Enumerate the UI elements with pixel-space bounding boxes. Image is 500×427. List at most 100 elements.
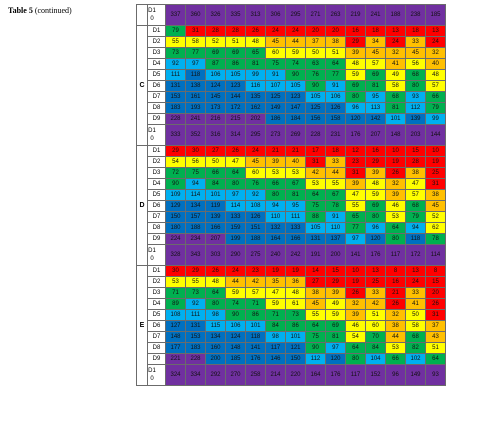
row-label: D6 bbox=[147, 320, 166, 332]
value-cell: 20 bbox=[305, 25, 326, 37]
value-cell: 14 bbox=[305, 265, 326, 277]
value-cell: 24 bbox=[265, 25, 286, 37]
value-cell: 96 bbox=[365, 222, 386, 234]
value-cell: 176 bbox=[245, 353, 266, 365]
value-cell: 107 bbox=[265, 80, 286, 92]
value-cell: 39 bbox=[345, 309, 366, 321]
value-cell: 97 bbox=[325, 342, 346, 354]
value-cell: 90 bbox=[165, 178, 186, 190]
value-cell: 53 bbox=[305, 178, 326, 190]
value-cell: 64 bbox=[305, 320, 326, 332]
value-cell: 65 bbox=[245, 47, 266, 59]
value-cell: 337 bbox=[165, 4, 186, 26]
value-cell: 39 bbox=[365, 167, 386, 179]
value-cell: 79 bbox=[405, 211, 426, 223]
value-cell: 92 bbox=[165, 58, 186, 70]
table-row: D3 72 75 66 64 60 53 53 42 44 31 39 26 38 25 bbox=[137, 167, 446, 179]
row-label: D2 bbox=[147, 276, 166, 288]
value-cell: 71 bbox=[245, 298, 266, 310]
table-row: D10 324 334 292 270 258 214 220 164 176 117 152 96 14… bbox=[137, 364, 446, 386]
value-cell: 106 bbox=[205, 69, 226, 81]
value-cell: 306 bbox=[265, 4, 286, 26]
value-cell: 156 bbox=[305, 113, 326, 125]
value-cell: 207 bbox=[205, 233, 226, 245]
value-cell: 164 bbox=[305, 364, 326, 386]
value-cell: 188 bbox=[245, 233, 266, 245]
table-row: D6 127 131 115 106 101 84 86 64 69 46 60 38 58 37 bbox=[137, 320, 446, 332]
value-cell: 228 bbox=[305, 124, 326, 146]
row-label-text: D3 bbox=[152, 290, 161, 296]
value-cell: 273 bbox=[265, 124, 286, 146]
table-row: D7 150 157 139 133 126 110 111 88 91 65 80 53 79 52 bbox=[137, 211, 446, 223]
value-cell: 63 bbox=[305, 58, 326, 70]
value-cell: 124 bbox=[205, 80, 226, 92]
value-cell: 48 bbox=[285, 287, 306, 299]
value-cell: 241 bbox=[185, 113, 206, 125]
value-cell: 30 bbox=[165, 265, 186, 277]
value-cell: 54 bbox=[345, 331, 366, 343]
value-cell: 126 bbox=[325, 102, 346, 114]
value-cell: 78 bbox=[325, 200, 346, 212]
value-cell: 33 bbox=[405, 36, 426, 48]
value-cell: 56 bbox=[185, 156, 206, 168]
value-cell: 200 bbox=[205, 353, 226, 365]
value-cell: 24 bbox=[425, 36, 446, 48]
value-cell: 94 bbox=[185, 178, 206, 190]
value-cell: 50 bbox=[405, 309, 426, 321]
value-cell: 80 bbox=[225, 178, 246, 190]
value-cell: 111 bbox=[185, 309, 206, 321]
value-cell: 97 bbox=[225, 189, 246, 201]
value-cell: 29 bbox=[345, 36, 366, 48]
value-cell: 114 bbox=[425, 244, 446, 266]
value-cell: 12 bbox=[345, 145, 366, 157]
value-cell: 93 bbox=[425, 364, 446, 386]
value-cell: 21 bbox=[265, 145, 286, 157]
value-cell: 79 bbox=[425, 102, 446, 114]
value-cell: 116 bbox=[245, 80, 266, 92]
value-cell: 263 bbox=[325, 4, 346, 26]
section-label bbox=[136, 4, 148, 26]
value-cell: 84 bbox=[205, 178, 226, 190]
row-label: D4 bbox=[147, 58, 166, 70]
value-cell: 30 bbox=[185, 145, 206, 157]
row-label-text: D6 bbox=[152, 323, 161, 329]
value-cell: 172 bbox=[405, 244, 426, 266]
value-cell: 64 bbox=[345, 342, 366, 354]
value-cell: 66 bbox=[205, 167, 226, 179]
value-cell: 94 bbox=[265, 200, 286, 212]
table-row: D9 221 228 200 185 176 146 150 112 120 80 104 66 102 6… bbox=[137, 353, 446, 365]
value-cell: 360 bbox=[185, 4, 206, 26]
value-cell: 295 bbox=[285, 4, 306, 26]
value-cell: 93 bbox=[405, 91, 426, 103]
row-label-text: D3 bbox=[152, 170, 161, 176]
value-cell: 13 bbox=[385, 25, 406, 37]
value-cell: 25 bbox=[365, 276, 386, 288]
value-cell: 110 bbox=[325, 222, 346, 234]
row-label-text: D9 bbox=[152, 356, 161, 362]
value-cell: 86 bbox=[285, 320, 306, 332]
value-cell: 57 bbox=[425, 80, 446, 92]
value-cell: 147 bbox=[285, 102, 306, 114]
value-cell: 41 bbox=[405, 298, 426, 310]
row-label-text: D2 bbox=[152, 159, 161, 165]
value-cell: 24 bbox=[225, 265, 246, 277]
value-cell: 224 bbox=[165, 233, 186, 245]
value-cell: 149 bbox=[405, 364, 426, 386]
row-label-text: D8 bbox=[152, 105, 161, 111]
value-cell: 220 bbox=[285, 364, 306, 386]
value-cell: 216 bbox=[205, 113, 226, 125]
row-label: D9 bbox=[147, 353, 166, 365]
value-cell: 80 bbox=[345, 91, 366, 103]
value-cell: 66 bbox=[425, 91, 446, 103]
value-cell: 119 bbox=[205, 200, 226, 212]
value-cell: 303 bbox=[205, 244, 226, 266]
value-cell: 60 bbox=[245, 167, 266, 179]
value-cell: 214 bbox=[265, 364, 286, 386]
value-cell: 148 bbox=[165, 331, 186, 343]
value-cell: 39 bbox=[385, 189, 406, 201]
value-cell: 37 bbox=[305, 36, 326, 48]
value-cell: 53 bbox=[285, 167, 306, 179]
row-label: D3 bbox=[147, 47, 166, 59]
value-cell: 51 bbox=[365, 309, 386, 321]
value-cell: 28 bbox=[405, 156, 426, 168]
